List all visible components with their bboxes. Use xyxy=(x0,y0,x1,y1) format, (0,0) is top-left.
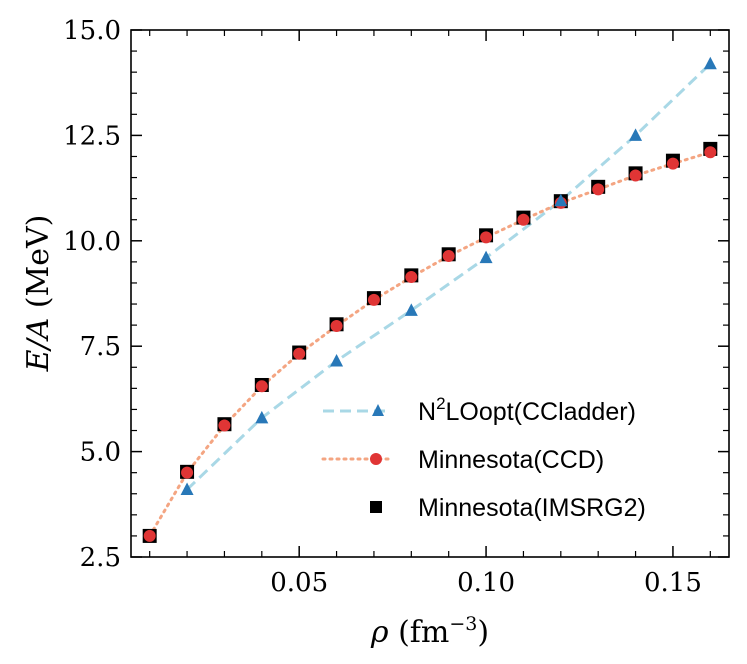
legend-label-n2lo: N2LOopt(CCladder) xyxy=(418,394,636,426)
legend-label-n2lo-base: N xyxy=(418,398,436,426)
data-point-ccd xyxy=(480,231,493,244)
series-line-n2lo xyxy=(186,62,712,491)
data-point-n2lo xyxy=(180,482,194,496)
data-point-ccd xyxy=(293,347,306,360)
data-point-n2lo xyxy=(554,193,568,207)
series-line-ccd xyxy=(148,150,712,538)
legend-label-imsrg2: Minnesota(IMSRG2) xyxy=(418,494,646,522)
legend-label-n2lo-sup: 2 xyxy=(436,394,445,413)
y-tick-label: 2.5 xyxy=(80,543,121,573)
x-tick-label: 0.15 xyxy=(644,568,702,598)
tick-marks xyxy=(131,29,729,558)
y-tick-label: 15.0 xyxy=(63,16,121,46)
x-tick-label: 0.10 xyxy=(457,568,515,598)
data-point-ccd xyxy=(255,380,268,393)
y-tick-label: 7.5 xyxy=(80,332,121,362)
data-point-n2lo xyxy=(629,128,643,141)
x-tick-label: 0.05 xyxy=(270,568,328,598)
data-point-ccd xyxy=(517,213,530,226)
legend-label-ccd: Minnesota(CCD) xyxy=(418,446,604,474)
y-tick-label: 12.5 xyxy=(63,121,121,151)
x-axis-unit-close: ) xyxy=(477,615,489,650)
data-point-n2lo xyxy=(255,410,269,424)
data-point-ccd xyxy=(592,183,605,196)
data-point-ccd xyxy=(666,157,679,170)
data-point-ccd xyxy=(629,169,642,182)
x-axis-unit: (fm xyxy=(389,615,450,650)
legend-marker-imsrg2 xyxy=(370,501,382,513)
legend-marker-ccd xyxy=(370,453,382,465)
data-point-ccd xyxy=(330,319,343,332)
tick-labels: 0.05 0.10 0.15 2.5 5.0 7.5 10.0 12.5 15.0 xyxy=(63,16,702,598)
data-point-ccd xyxy=(405,271,418,284)
data-point-ccd xyxy=(181,466,194,479)
x-axis-symbol: ρ xyxy=(370,615,389,650)
data-point-n2lo xyxy=(479,250,493,264)
legend-label-n2lo-rest: LOopt(CCladder) xyxy=(446,398,636,426)
data-point-n2lo xyxy=(330,353,344,367)
y-tick-label: 5.0 xyxy=(80,438,121,468)
y-tick-label: 10.0 xyxy=(63,227,121,257)
data-point-n2lo xyxy=(703,56,717,70)
data-point-ccd xyxy=(143,529,156,542)
legend: N2LOopt(CCladder) Minnesota(CCD) Minneso… xyxy=(321,394,646,522)
y-axis-unit: (MeV) xyxy=(21,215,56,318)
x-axis-unit-exponent: −3 xyxy=(449,613,477,635)
data-point-ccd xyxy=(704,146,717,159)
data-point-ccd xyxy=(442,249,455,262)
data-point-ccd xyxy=(218,419,231,432)
plot-series xyxy=(142,56,718,543)
legend-marker-n2lo xyxy=(372,404,384,416)
data-point-n2lo xyxy=(404,303,418,316)
y-axis-title: E/A (MeV) xyxy=(21,215,56,373)
y-axis-symbol: E/A xyxy=(21,318,56,373)
x-axis-title: ρ (fm−3) xyxy=(370,613,489,650)
data-point-ccd xyxy=(367,293,380,306)
plot-frame xyxy=(130,29,730,558)
